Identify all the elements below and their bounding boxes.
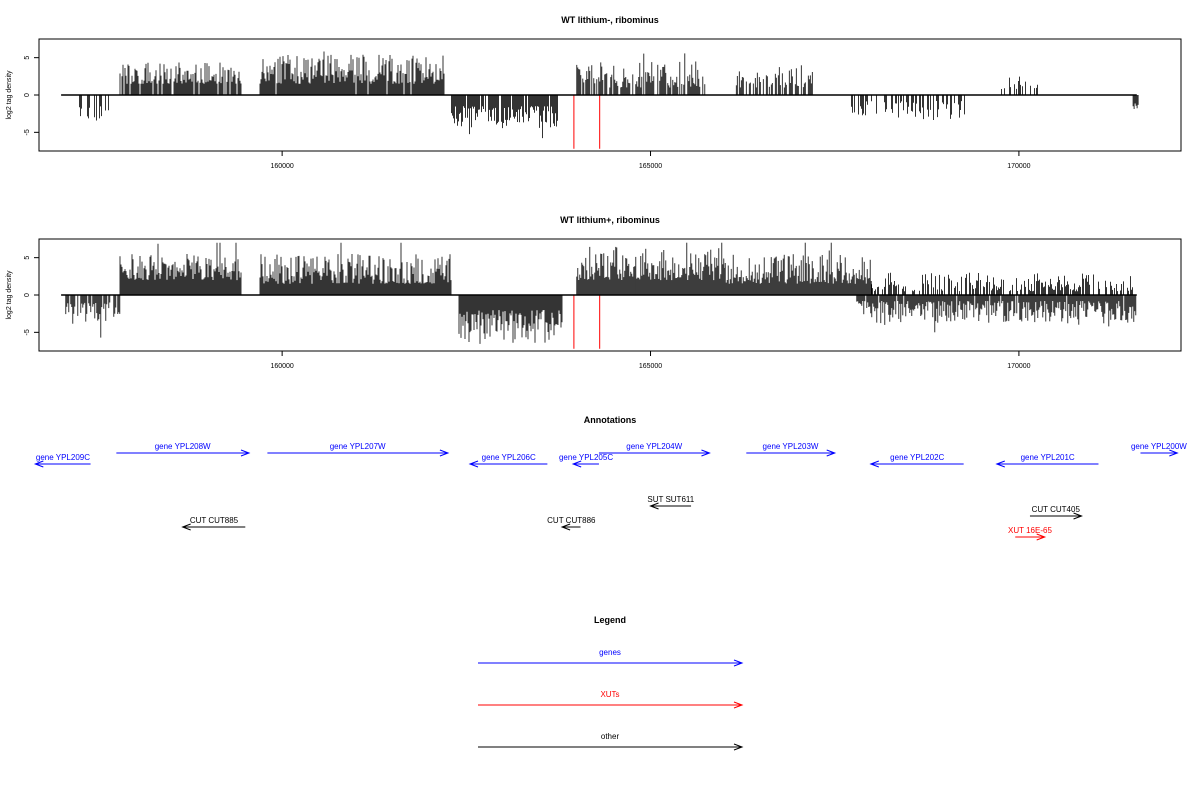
feature-label: gene YPL205C [559,453,613,462]
legend: Legend genes XUTs other [478,615,744,751]
feature-label: gene YPL201C [1021,453,1075,462]
legend-items: genes XUTs other [478,648,744,751]
legend-label: XUTs [600,690,619,699]
signal-bars [65,242,1137,344]
feature-label: gene YPL206C [482,453,536,462]
annotations-title: Annotations [584,415,637,425]
x-tick-label: 160000 [270,163,293,170]
track-panel-lithium-plus: WT lithium+, ribominus 5 0 -5 160000 165000… [6,215,1182,370]
feature-label: gene YPL202C [890,453,944,462]
y-tick-label: 5 [24,256,31,260]
panel-title: WT lithium-, ribominus [561,15,659,25]
legend-label: genes [599,648,621,657]
feature-arrow [995,460,1099,468]
x-tick-label: 160000 [270,363,293,370]
feature-arrow [267,449,450,457]
feature-arrow [468,460,548,468]
y-axis-label: log2 tag density [6,70,13,120]
x-axis: 160000 165000 170000 [270,151,1031,170]
panel-title: WT lithium+, ribominus [560,215,660,225]
marker-lines [573,295,601,349]
feature-arrow [1029,512,1083,520]
annotation-features: gene YPL209C gene YPL208W gene YPL207W gene… [33,442,1187,541]
feature-arrow [746,449,837,457]
y-tick-label: 0 [24,293,31,297]
feature-label: gene YPL208W [155,442,211,451]
feature-label: gene YPL209C [36,453,90,462]
feature-arrow [869,460,964,468]
y-axis: 5 0 -5 [24,256,39,335]
x-tick-label: 170000 [1007,363,1030,370]
x-tick-label: 165000 [639,163,662,170]
y-tick-label: -5 [24,329,31,335]
y-axis: 5 0 -5 [24,56,39,135]
y-tick-label: -5 [24,129,31,135]
x-axis: 160000 165000 170000 [270,351,1031,370]
y-axis-label: log2 tag density [6,270,13,320]
feature-label: gene YPL200W [1131,442,1187,451]
feature-arrow [571,460,599,468]
feature-label: XUT 16E-65 [1008,526,1052,535]
feature-label: CUT CUT886 [547,516,596,525]
signal-bars [79,51,1139,139]
feature-arrow [1140,449,1179,457]
legend-label: other [601,732,620,741]
legend-title: Legend [594,615,626,625]
feature-label: SUT SUT611 [647,495,694,504]
feature-label: gene YPL203W [763,442,819,451]
feature-label: CUT CUT885 [190,516,239,525]
legend-arrow [478,743,744,751]
feature-arrow [33,460,91,468]
legend-arrow [478,659,744,667]
feature-arrow [649,502,692,510]
feature-arrow [116,449,251,457]
feature-arrow [1015,533,1047,541]
y-tick-label: 0 [24,93,31,97]
marker-lines [573,95,601,149]
x-tick-label: 170000 [1007,163,1030,170]
x-tick-label: 165000 [639,363,662,370]
feature-arrow [598,449,711,457]
y-tick-label: 5 [24,56,31,60]
track-panel-lithium-minus: WT lithium-, ribominus 5 0 -5 160000 165000… [6,15,1182,170]
feature-arrow [181,523,246,531]
feature-label: gene YPL204W [626,442,682,451]
feature-label: gene YPL207W [330,442,386,451]
feature-label: CUT CUT405 [1032,505,1081,514]
feature-arrow [560,523,581,531]
legend-arrow [478,701,744,709]
